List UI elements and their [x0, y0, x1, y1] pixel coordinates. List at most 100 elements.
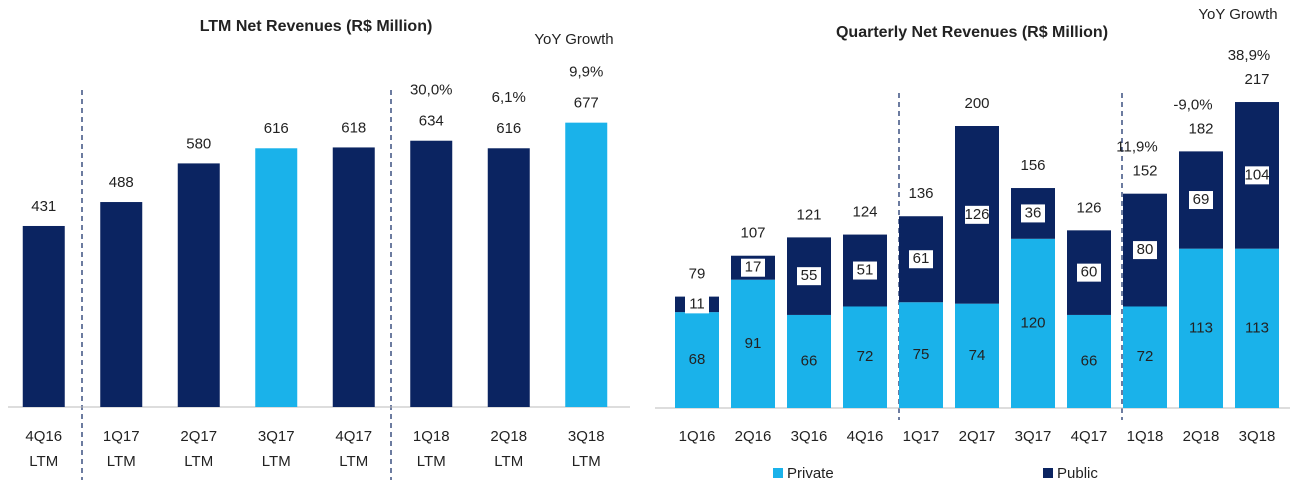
data-label: 488: [109, 174, 134, 191]
bar-segment: [1123, 306, 1167, 408]
x-tick-label: LTM: [262, 453, 291, 470]
label-background: [797, 267, 821, 286]
total-label: 121: [796, 206, 821, 223]
growth-label: 9,9%: [569, 64, 603, 81]
bar: [410, 140, 453, 407]
segment-label: 61: [913, 250, 930, 267]
segment-label: 113: [1189, 319, 1213, 336]
bar-segment: [955, 303, 999, 408]
total-label: 200: [964, 95, 989, 112]
segment-label: 69: [1193, 191, 1210, 208]
segment-label: 55: [801, 267, 818, 284]
data-label: 616: [264, 120, 289, 137]
segment-label: 74: [969, 347, 986, 364]
x-tick-label: 1Q18: [1127, 428, 1164, 445]
x-tick-label: 4Q16: [25, 428, 62, 445]
segment-label: 11: [689, 295, 705, 312]
total-label: 126: [1076, 199, 1101, 216]
segment-label: 66: [801, 352, 818, 369]
legend-swatch: [1043, 468, 1053, 478]
data-label: 618: [341, 119, 366, 136]
growth-label: -9,0%: [1173, 96, 1212, 113]
bar: [177, 163, 220, 407]
segment-label: 36: [1025, 204, 1042, 221]
bar-segment: [1179, 248, 1223, 408]
x-tick-label: LTM: [107, 453, 136, 470]
total-label: 182: [1188, 120, 1213, 137]
total-label: 156: [1020, 157, 1045, 174]
x-tick-label: LTM: [29, 453, 58, 470]
segment-label: 113: [1245, 319, 1269, 336]
bar-segment: [1067, 314, 1111, 408]
data-label: 677: [574, 95, 599, 112]
segment-label: 104: [1244, 166, 1269, 183]
bar: [22, 225, 65, 407]
legend-label: Private: [787, 465, 834, 482]
x-tick-label: 1Q17: [103, 428, 140, 445]
x-tick-label: 3Q17: [1015, 428, 1052, 445]
x-tick-label: 4Q16: [847, 428, 884, 445]
bar-segment: [1235, 248, 1279, 408]
x-tick-label: 3Q16: [791, 428, 828, 445]
segment-label: 120: [1020, 314, 1045, 331]
growth-label: 11,9%: [1116, 139, 1157, 156]
x-tick-label: LTM: [184, 453, 213, 470]
x-tick-label: LTM: [417, 453, 446, 470]
legend-label: Public: [1057, 465, 1098, 482]
x-tick-label: 3Q18: [1239, 428, 1276, 445]
x-tick-label: 1Q16: [679, 428, 716, 445]
bar-segment: [731, 279, 775, 408]
total-label: 152: [1132, 163, 1157, 180]
bar: [565, 122, 608, 407]
total-label: 107: [740, 225, 765, 242]
bar-segment: [1011, 238, 1055, 408]
total-label: 79: [689, 266, 706, 283]
x-tick-label: 3Q18: [568, 428, 605, 445]
chart-title: LTM Net Revenues (R$ Million): [200, 18, 433, 35]
bar: [487, 148, 530, 407]
segment-label: 60: [1081, 264, 1098, 281]
label-background: [685, 295, 709, 314]
x-tick-label: 2Q17: [180, 428, 217, 445]
bar: [255, 148, 298, 407]
x-tick-label: 2Q17: [959, 428, 996, 445]
total-label: 124: [852, 204, 877, 221]
label-background: [1021, 204, 1045, 223]
growth-title: YoY Growth: [1198, 6, 1277, 23]
x-tick-label: 4Q17: [335, 428, 372, 445]
growth-title: YoY Growth: [534, 31, 613, 48]
segment-label: 66: [1081, 352, 1098, 369]
label-background: [1189, 191, 1213, 210]
total-label: 217: [1244, 71, 1269, 88]
segment-label: 126: [964, 206, 989, 223]
label-background: [965, 205, 989, 224]
data-label: 616: [496, 120, 521, 137]
bar-segment: [675, 312, 719, 408]
segment-label: 72: [1137, 348, 1154, 365]
total-label: 136: [908, 185, 933, 202]
growth-label: 30,0%: [410, 82, 453, 99]
bar-segment: [899, 302, 943, 408]
x-tick-label: 2Q16: [735, 428, 772, 445]
legend-swatch: [773, 468, 783, 478]
data-label: 580: [186, 135, 211, 152]
growth-label: 6,1%: [492, 89, 526, 106]
x-tick-label: 1Q18: [413, 428, 450, 445]
segment-label: 17: [745, 259, 762, 276]
label-background: [1245, 166, 1269, 185]
x-tick-label: LTM: [339, 453, 368, 470]
bar: [100, 202, 143, 407]
label-background: [741, 258, 765, 277]
chart-title: Quarterly Net Revenues (R$ Million): [836, 24, 1108, 41]
label-background: [853, 261, 877, 280]
x-tick-label: 4Q17: [1071, 428, 1108, 445]
data-label: 634: [419, 113, 444, 130]
label-background: [1077, 263, 1101, 282]
segment-label: 72: [857, 348, 874, 365]
x-tick-label: 2Q18: [1183, 428, 1220, 445]
bar-segment: [787, 314, 831, 408]
segment-label: 91: [745, 335, 762, 352]
x-tick-label: 1Q17: [903, 428, 940, 445]
x-tick-label: LTM: [572, 453, 601, 470]
